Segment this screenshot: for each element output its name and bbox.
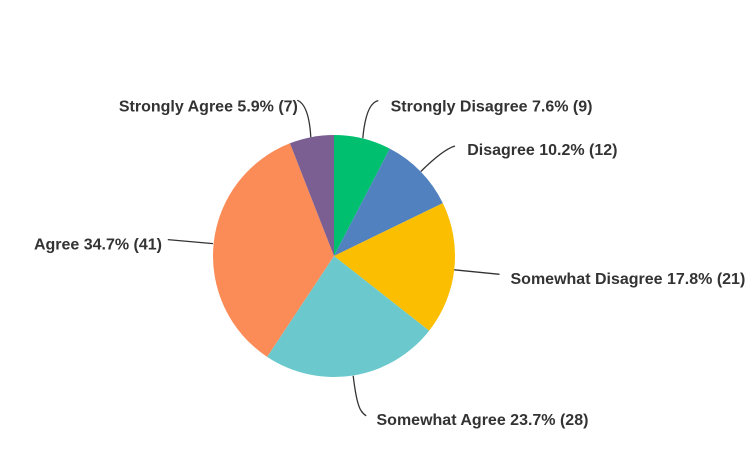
svg-text:Agree 34.7% (41): Agree 34.7% (41): [34, 237, 162, 254]
svg-text:Strongly Agree 5.9% (7): Strongly Agree 5.9% (7): [119, 98, 298, 115]
svg-text:Strongly Disagree 7.6% (9): Strongly Disagree 7.6% (9): [391, 98, 593, 115]
svg-text:Somewhat Agree 23.7% (28): Somewhat Agree 23.7% (28): [377, 412, 589, 429]
svg-text:Disagree 10.2% (12): Disagree 10.2% (12): [467, 142, 617, 159]
svg-text:Somewhat Disagree 17.8% (21): Somewhat Disagree 17.8% (21): [511, 271, 746, 288]
